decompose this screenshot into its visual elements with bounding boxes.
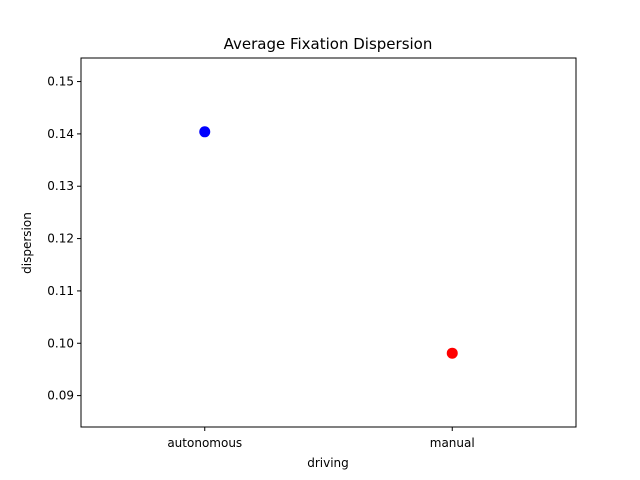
y-tick-label: 0.11 — [47, 284, 74, 298]
chart-title: Average Fixation Dispersion — [224, 35, 433, 53]
y-tick-label: 0.13 — [47, 179, 74, 193]
y-tick-label: 0.15 — [47, 75, 74, 89]
data-point-manual — [446, 347, 458, 359]
x-axis-ticks: autonomous manual — [167, 427, 475, 450]
x-axis-label: driving — [307, 456, 349, 470]
y-tick-label: 0.12 — [47, 232, 74, 246]
y-tick-label: 0.09 — [47, 389, 74, 403]
y-tick-label: 0.10 — [47, 336, 74, 350]
x-tick-label: manual — [430, 436, 475, 450]
plot-area-frame — [80, 57, 577, 428]
y-tick-label: 0.14 — [47, 127, 74, 141]
data-points — [199, 126, 458, 359]
x-tick-label: autonomous — [167, 436, 242, 450]
data-point-autonomous — [199, 126, 211, 138]
y-axis-ticks: 0.09 0.10 0.11 0.12 0.13 0.14 0.15 — [47, 75, 81, 403]
y-axis-label: dispersion — [20, 212, 34, 274]
